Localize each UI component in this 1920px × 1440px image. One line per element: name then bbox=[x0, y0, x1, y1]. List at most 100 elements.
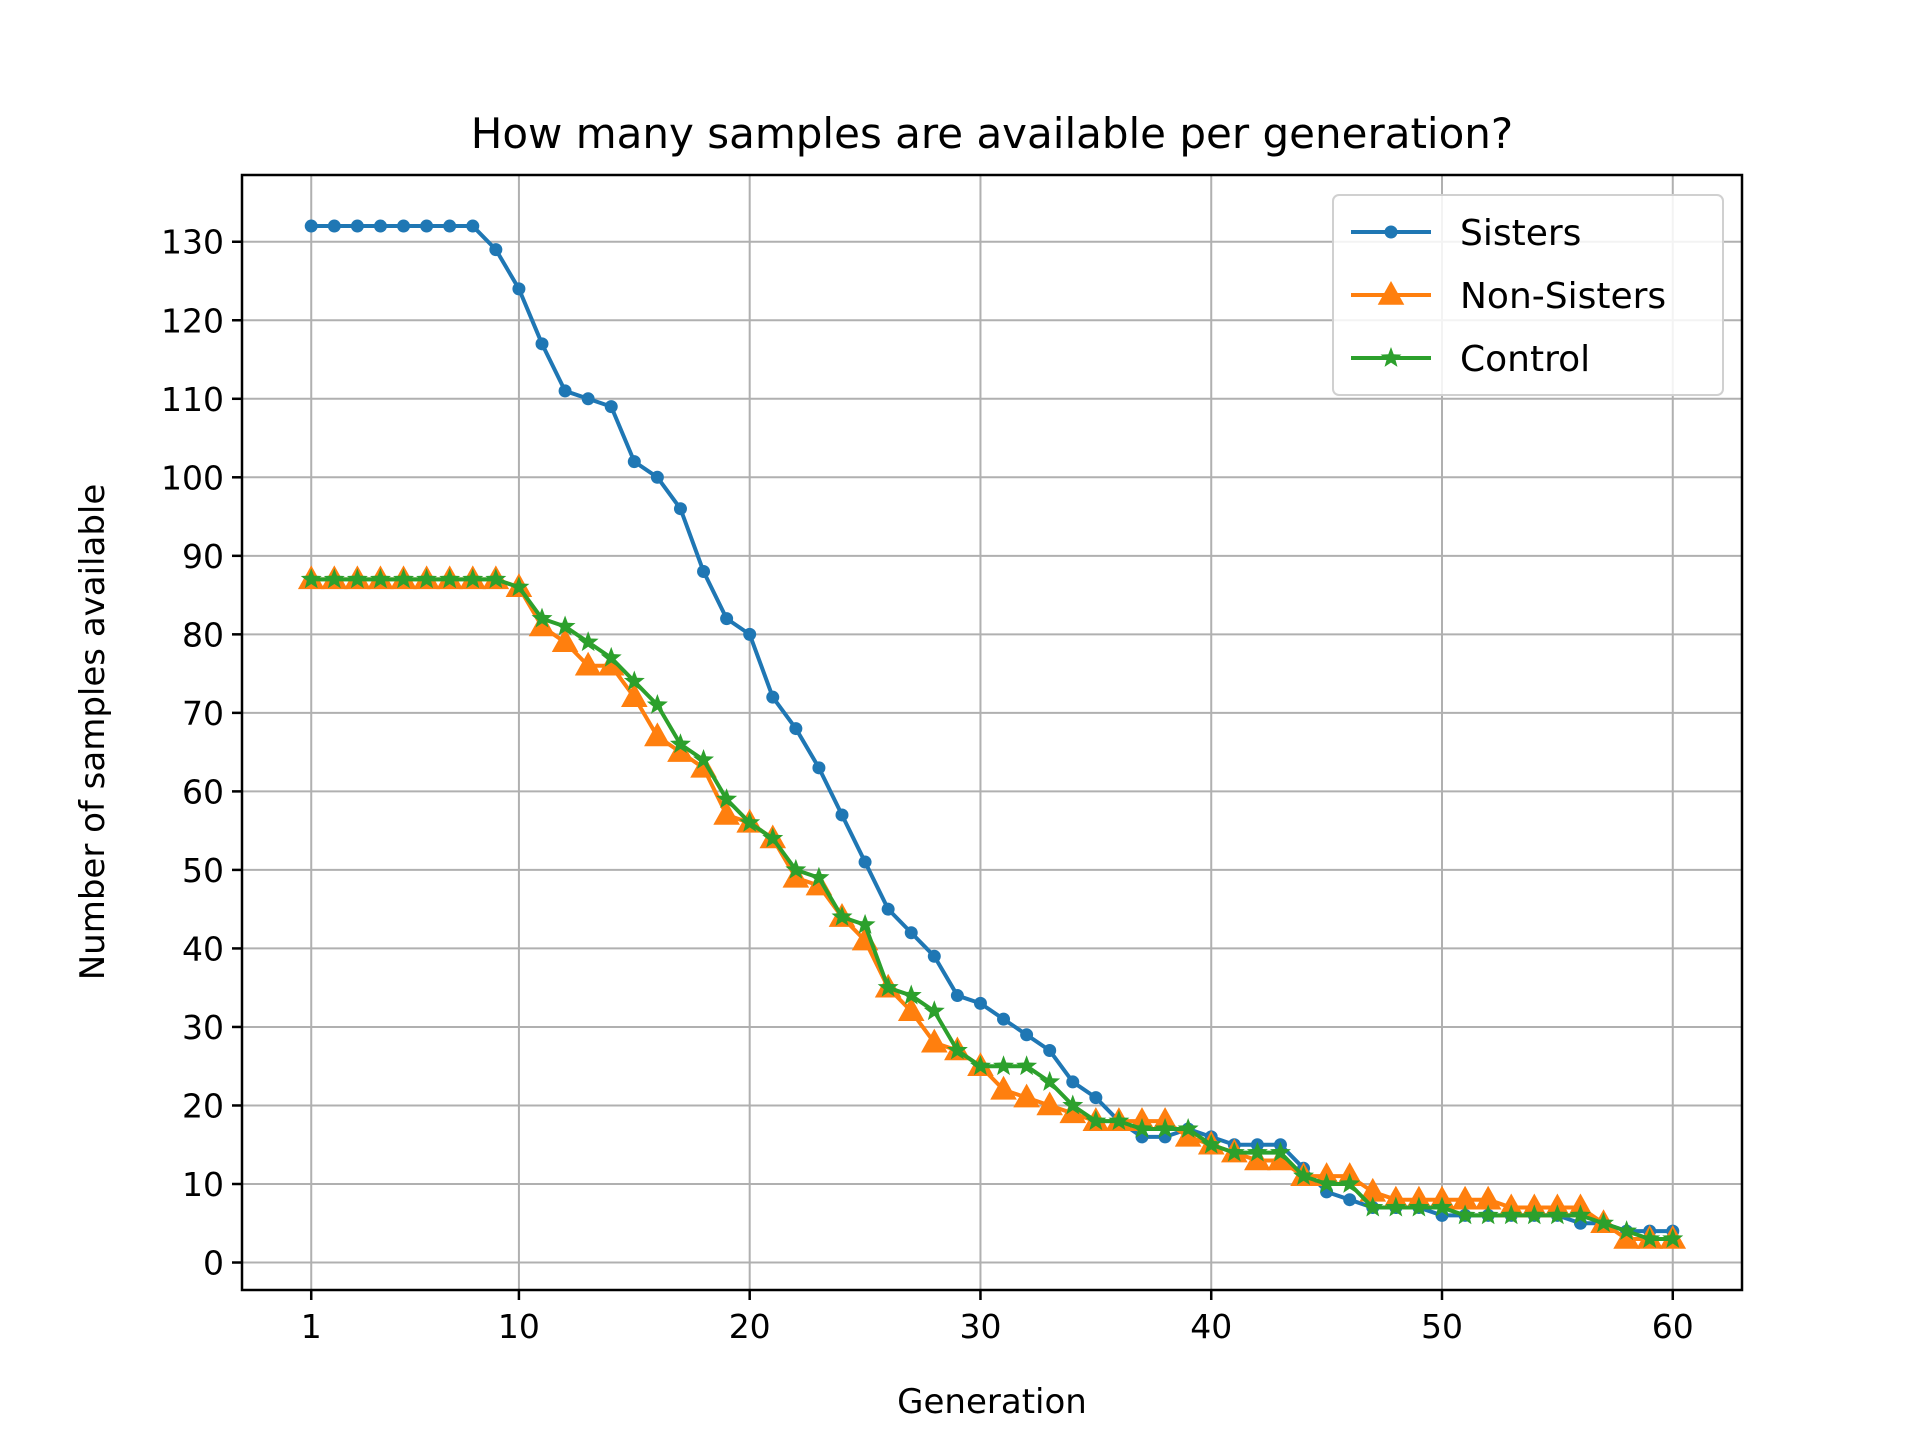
data-point-control bbox=[831, 906, 853, 926]
data-point-sisters bbox=[650, 470, 664, 484]
data-point-control bbox=[785, 858, 807, 879]
y-axis-label: Number of samples available bbox=[73, 484, 113, 981]
data-point-control bbox=[854, 913, 876, 934]
data-point-sisters bbox=[604, 400, 618, 414]
data-point-non-sisters bbox=[713, 800, 740, 825]
data-point-sisters bbox=[304, 219, 318, 233]
legend-box bbox=[1332, 194, 1724, 396]
plot-frame bbox=[240, 173, 1744, 1292]
data-point-non-sisters bbox=[1013, 1083, 1040, 1108]
plot-area bbox=[297, 219, 1687, 1249]
data-point-control bbox=[1546, 1204, 1568, 1225]
legend-swatch-marker bbox=[1377, 281, 1405, 305]
data-point-control bbox=[1154, 1118, 1176, 1138]
data-point-non-sisters bbox=[1474, 1185, 1502, 1210]
y-tick-label: 0 bbox=[203, 1244, 224, 1283]
data-point-sisters bbox=[835, 808, 849, 822]
data-point-control bbox=[1270, 1141, 1291, 1162]
y-tick-label: 130 bbox=[161, 223, 224, 262]
data-point-control bbox=[1408, 1196, 1430, 1217]
data-point-control bbox=[1454, 1204, 1476, 1225]
data-point-control bbox=[1108, 1110, 1130, 1131]
data-point-sisters bbox=[466, 219, 480, 233]
data-point-non-sisters bbox=[597, 651, 625, 676]
data-point-sisters bbox=[904, 926, 918, 940]
data-point-sisters bbox=[397, 219, 411, 233]
data-point-control bbox=[877, 976, 899, 997]
data-point-control bbox=[1593, 1212, 1614, 1233]
data-point-sisters bbox=[627, 455, 641, 469]
data-point-non-sisters bbox=[1036, 1091, 1063, 1116]
data-point-sisters bbox=[812, 761, 826, 775]
data-point-control bbox=[762, 827, 784, 848]
data-point-control bbox=[1523, 1204, 1545, 1225]
data-point-control bbox=[1039, 1070, 1061, 1091]
data-point-sisters bbox=[1089, 1091, 1103, 1105]
data-point-control bbox=[946, 1039, 968, 1060]
data-point-sisters bbox=[327, 219, 341, 233]
x-tick-label: 1 bbox=[301, 1307, 322, 1346]
data-point-sisters bbox=[1020, 1028, 1034, 1042]
data-point-non-sisters bbox=[990, 1075, 1017, 1100]
data-point-non-sisters bbox=[621, 683, 648, 707]
data-point-sisters bbox=[950, 989, 964, 1003]
x-tick-label: 50 bbox=[1421, 1307, 1463, 1346]
data-point-control bbox=[439, 568, 461, 589]
data-point-sisters bbox=[373, 219, 387, 233]
legend-swatch-marker bbox=[1380, 347, 1402, 367]
data-point-sisters bbox=[1343, 1193, 1357, 1207]
data-point-non-sisters bbox=[551, 628, 579, 653]
x-axis-label: Generation bbox=[897, 1382, 1087, 1422]
data-point-control bbox=[1223, 1141, 1245, 1162]
data-point-non-sisters bbox=[1359, 1177, 1387, 1202]
data-point-non-sisters bbox=[782, 863, 810, 888]
legend: Sisters Non-Sisters Control bbox=[1332, 194, 1724, 396]
legend-label: Sisters bbox=[1460, 213, 1581, 254]
data-point-sisters bbox=[766, 690, 780, 704]
data-point-control bbox=[577, 631, 599, 652]
data-point-control bbox=[531, 607, 553, 628]
y-tick-label: 30 bbox=[182, 1008, 224, 1047]
y-tick-label: 60 bbox=[182, 772, 224, 811]
data-point-control bbox=[1016, 1055, 1038, 1076]
data-point-control bbox=[993, 1055, 1014, 1076]
data-point-sisters bbox=[1066, 1075, 1080, 1089]
data-point-control bbox=[1200, 1133, 1222, 1154]
x-tick-label: 20 bbox=[729, 1307, 771, 1346]
data-point-control bbox=[1131, 1118, 1153, 1138]
data-point-control bbox=[808, 866, 830, 887]
data-point-control bbox=[462, 568, 484, 589]
data-point-control bbox=[485, 568, 507, 589]
data-point-control bbox=[346, 568, 368, 589]
data-point-control bbox=[900, 984, 922, 1005]
series-non-sisters bbox=[297, 565, 1687, 1249]
data-point-sisters bbox=[558, 384, 572, 398]
data-point-control bbox=[623, 670, 645, 691]
x-tick-label: 40 bbox=[1190, 1307, 1232, 1346]
data-point-control bbox=[970, 1055, 991, 1076]
data-point-sisters bbox=[720, 612, 734, 626]
chart-title: How many samples are available per gener… bbox=[471, 109, 1513, 158]
data-point-control bbox=[323, 568, 345, 589]
data-point-control bbox=[1293, 1165, 1314, 1186]
data-point-control bbox=[1639, 1227, 1661, 1248]
data-point-sisters bbox=[443, 219, 457, 233]
data-point-control bbox=[1062, 1094, 1084, 1115]
y-tick-label: 40 bbox=[182, 929, 224, 968]
data-point-control bbox=[1246, 1141, 1268, 1162]
data-point-control bbox=[1477, 1204, 1499, 1225]
data-point-control bbox=[716, 788, 738, 809]
data-point-non-sisters bbox=[921, 1028, 948, 1053]
legend-swatch-marker bbox=[1384, 225, 1398, 239]
legend-label: Control bbox=[1460, 339, 1590, 380]
data-point-sisters bbox=[881, 902, 895, 916]
data-point-sisters bbox=[789, 722, 803, 736]
data-point-control bbox=[1431, 1196, 1453, 1217]
data-point-control bbox=[693, 748, 714, 769]
data-point-control bbox=[646, 694, 668, 714]
data-point-non-sisters bbox=[1613, 1224, 1640, 1249]
y-tick-label: 10 bbox=[182, 1165, 224, 1204]
y-tick-label: 120 bbox=[161, 301, 224, 340]
data-point-control bbox=[393, 568, 414, 589]
data-point-control bbox=[300, 568, 322, 589]
